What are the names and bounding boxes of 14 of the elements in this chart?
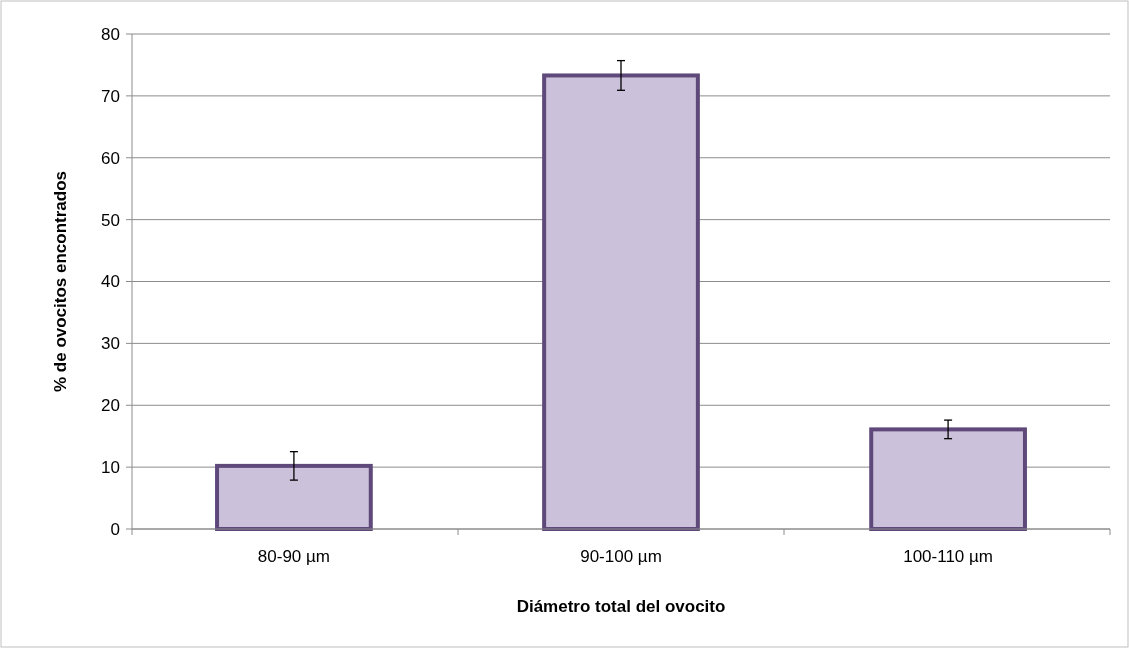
y-tick-label: 0 xyxy=(110,519,120,539)
y-tick-label: 50 xyxy=(101,210,120,230)
x-tick-label: 90-100 µm xyxy=(580,547,662,566)
x-tick-label: 80-90 µm xyxy=(257,547,330,566)
y-tick-label: 80 xyxy=(101,24,120,44)
y-tick-label: 30 xyxy=(101,334,120,354)
y-axis-title: % de ovocitos encontrados xyxy=(51,170,70,393)
y-tick-label: 70 xyxy=(101,86,120,106)
y-tick-label: 60 xyxy=(101,148,120,168)
y-tick-label: 10 xyxy=(101,458,120,478)
x-axis-title: Diámetro total del ovocito xyxy=(516,597,726,616)
y-tick-label: 40 xyxy=(101,272,120,292)
x-tick-label: 100-110 µm xyxy=(903,547,993,566)
y-tick-label: 20 xyxy=(101,396,120,416)
